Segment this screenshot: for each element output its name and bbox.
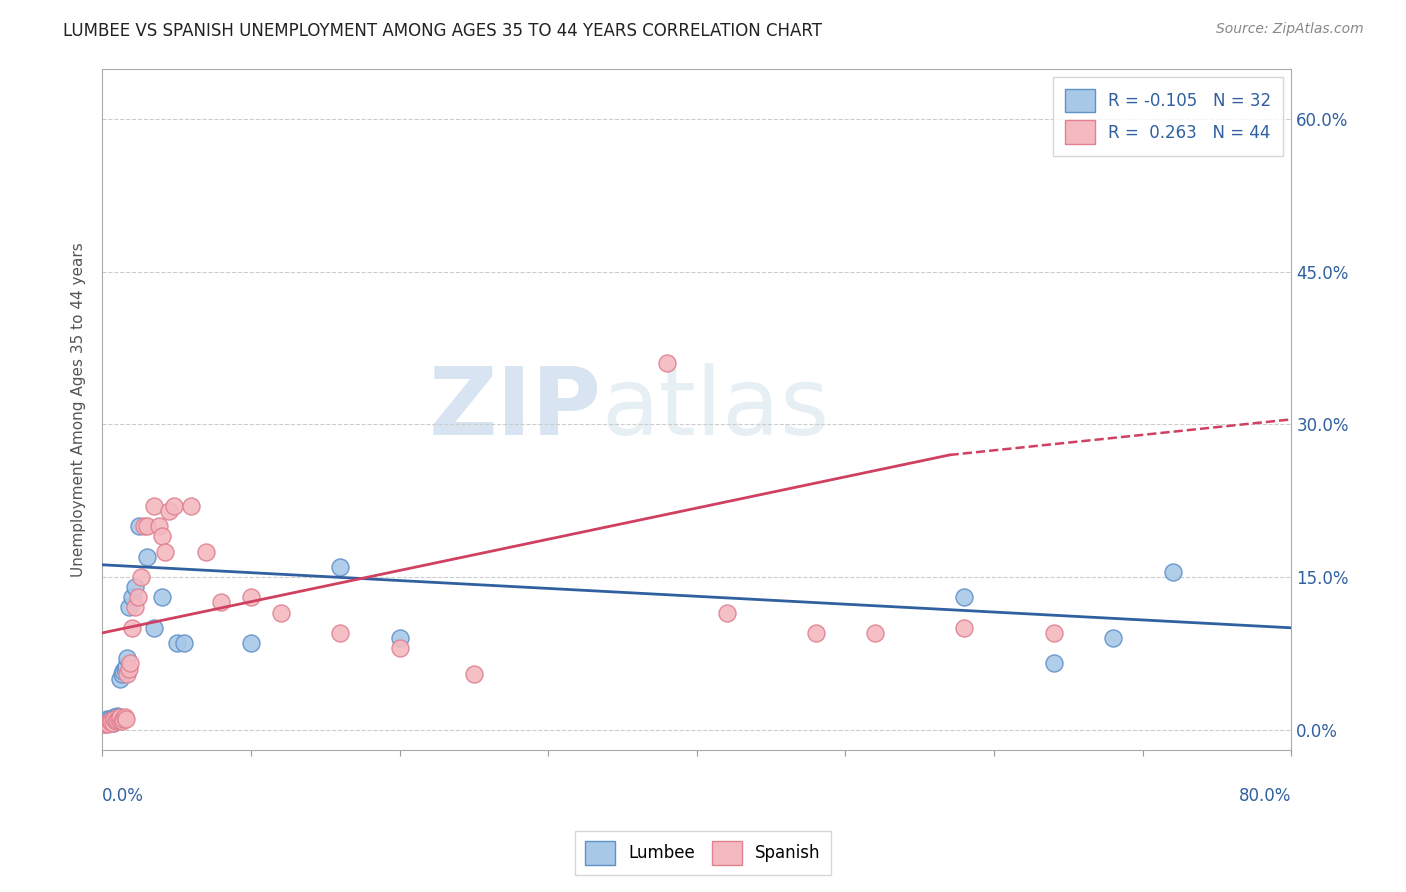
Point	[209, 595, 232, 609]
Point	[101, 716, 124, 731]
Point	[124, 600, 146, 615]
Point	[329, 626, 352, 640]
Point	[270, 606, 292, 620]
Point	[115, 712, 138, 726]
Point	[1042, 657, 1064, 671]
Y-axis label: Unemployment Among Ages 35 to 44 years: Unemployment Among Ages 35 to 44 years	[72, 242, 86, 576]
Point	[463, 666, 485, 681]
Point	[121, 591, 143, 605]
Point	[135, 549, 157, 564]
Point	[108, 710, 131, 724]
Point	[101, 716, 124, 731]
Point	[100, 714, 122, 729]
Point	[107, 712, 129, 726]
Text: 80.0%: 80.0%	[1239, 788, 1292, 805]
Point	[1042, 626, 1064, 640]
Point	[1161, 565, 1184, 579]
Point	[121, 621, 143, 635]
Point	[239, 636, 262, 650]
Point	[117, 651, 139, 665]
Text: LUMBEE VS SPANISH UNEMPLOYMENT AMONG AGES 35 TO 44 YEARS CORRELATION CHART: LUMBEE VS SPANISH UNEMPLOYMENT AMONG AGE…	[63, 22, 823, 40]
Point	[239, 591, 262, 605]
Point	[115, 659, 138, 673]
Point	[94, 717, 117, 731]
Point	[162, 499, 184, 513]
Point	[98, 714, 121, 729]
Legend: Lumbee, Spanish: Lumbee, Spanish	[575, 831, 831, 875]
Point	[195, 544, 218, 558]
Point	[143, 621, 166, 635]
Point	[150, 591, 173, 605]
Point	[1102, 631, 1125, 645]
Point	[105, 714, 128, 728]
Point	[107, 710, 129, 724]
Point	[117, 666, 139, 681]
Point	[118, 661, 141, 675]
Point	[104, 714, 127, 729]
Point	[388, 641, 411, 656]
Point	[104, 712, 127, 726]
Text: ZIP: ZIP	[429, 363, 602, 455]
Point	[97, 717, 120, 731]
Point	[716, 606, 738, 620]
Point	[863, 626, 886, 640]
Point	[166, 636, 188, 650]
Point	[135, 519, 157, 533]
Point	[388, 631, 411, 645]
Point	[100, 715, 122, 730]
Point	[114, 661, 136, 675]
Point	[157, 504, 180, 518]
Point	[655, 356, 678, 370]
Point	[329, 559, 352, 574]
Point	[148, 519, 170, 533]
Point	[114, 710, 136, 724]
Point	[953, 591, 976, 605]
Point	[124, 580, 146, 594]
Point	[110, 666, 132, 681]
Point	[94, 717, 117, 731]
Point	[96, 716, 118, 731]
Point	[127, 591, 149, 605]
Point	[108, 672, 131, 686]
Point	[132, 519, 155, 533]
Point	[129, 570, 152, 584]
Text: Source: ZipAtlas.com: Source: ZipAtlas.com	[1216, 22, 1364, 37]
Point	[150, 529, 173, 543]
Text: 0.0%: 0.0%	[103, 788, 143, 805]
Point	[953, 621, 976, 635]
Point	[128, 519, 150, 533]
Point	[804, 626, 827, 640]
Legend: R = -0.105   N = 32, R =  0.263   N = 44: R = -0.105 N = 32, R = 0.263 N = 44	[1053, 77, 1284, 156]
Point	[120, 657, 142, 671]
Point	[103, 710, 125, 724]
Point	[143, 499, 166, 513]
Point	[180, 499, 202, 513]
Text: atlas: atlas	[602, 363, 830, 455]
Point	[110, 714, 132, 729]
Point	[173, 636, 195, 650]
Point	[103, 712, 125, 726]
Point	[97, 714, 120, 729]
Point	[118, 600, 141, 615]
Point	[105, 709, 128, 723]
Point	[111, 712, 134, 726]
Point	[153, 544, 176, 558]
Point	[111, 664, 134, 678]
Point	[96, 712, 118, 726]
Point	[98, 712, 121, 726]
